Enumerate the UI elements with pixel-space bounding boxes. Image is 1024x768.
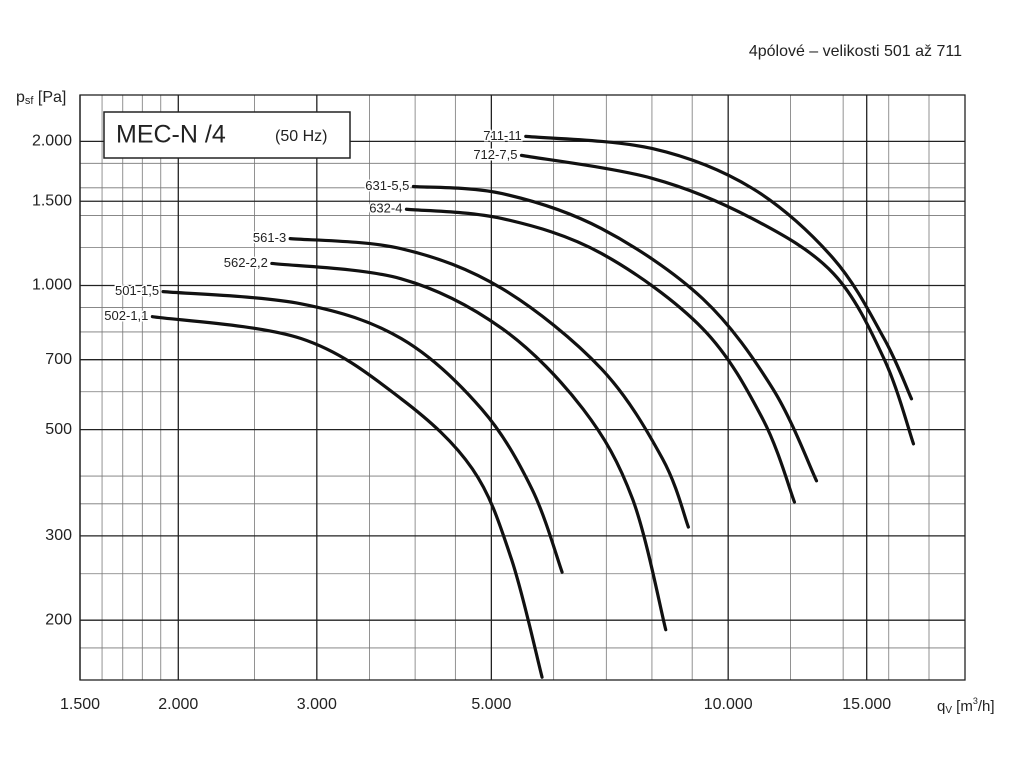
y-tick-label: 2.000 [32,133,72,150]
grid [79,94,966,681]
y-label-sub: sf [25,95,35,107]
x-tick-label: 15.000 [842,696,891,713]
plot-frame [79,94,966,681]
curves: 501-1,5 502-1,1 561-3 562-2,2 631-5,5 632-4 71… [103,126,916,679]
fan-curve [404,207,797,504]
y-tick-label: 500 [45,421,72,438]
x-tick-label: 3.000 [297,696,337,713]
fan-curve [524,134,914,401]
chart-title-note: (50 Hz) [275,128,327,145]
y-tick-label: 700 [45,351,72,368]
x-label-part: /h] [978,698,995,715]
fan-curve [150,315,544,679]
chart-title: MEC-N /4 [116,121,226,149]
x-label-sub: V [945,705,952,716]
x-tick-label: 2.000 [158,696,198,713]
fan-curve [519,153,916,446]
fan-curve [270,261,668,632]
curve-label: 712-7,5 [473,147,517,162]
x-tick-label: 5.000 [471,696,511,713]
x-label-sup: 3 [973,696,978,706]
x-axis-label: qV [m3/h] [937,696,995,715]
y-tick-label: 200 [45,611,72,628]
fan-curve [161,290,564,574]
chart-subtitle: 4pólové – velikosti 501 až 711 [749,43,962,60]
x-tick-label: 10.000 [704,696,753,713]
curve-label: 631-5,5 [365,178,409,193]
fan-curve [411,184,819,483]
curve-label: 711-11 [483,128,522,143]
y-tick-label: 1.000 [32,277,72,294]
y-tick-label: 1.500 [32,192,72,209]
curve-label: 502-1,1 [104,308,148,323]
fan-curve [288,237,690,529]
curve-label: 562-2,2 [224,255,268,270]
y-tick-label: 300 [45,527,72,544]
curve-label: 561-3 [253,230,286,245]
x-label-part: q [937,698,945,715]
curve-label: 632-4 [369,201,402,216]
x-tick-label: 1.500 [60,696,100,713]
y-label-part: p [16,89,25,106]
y-label-part: [Pa] [33,89,66,106]
title-box [103,111,351,159]
x-label-part: [m [952,698,973,715]
y-axis-label: psf [Pa] [16,89,66,107]
curve-label: 501-1,5 [115,283,159,298]
